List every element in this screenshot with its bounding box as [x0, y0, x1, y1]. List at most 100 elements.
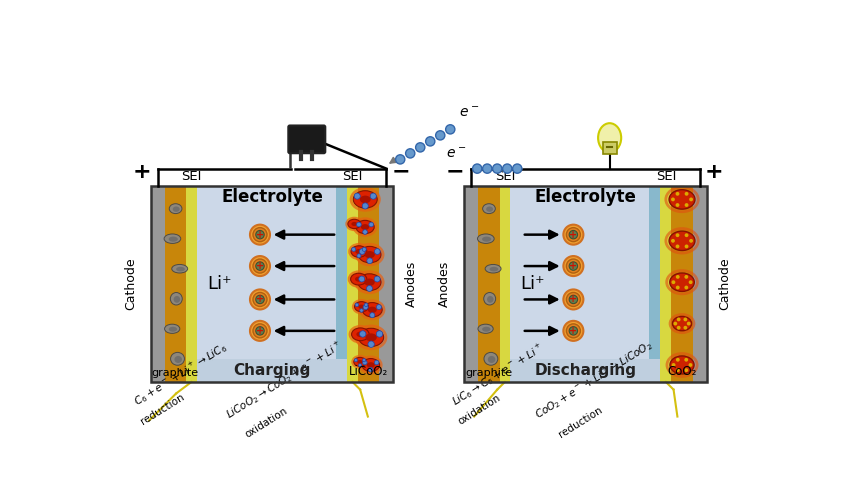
Circle shape [362, 203, 368, 209]
Ellipse shape [361, 224, 369, 230]
Ellipse shape [486, 206, 493, 212]
FancyBboxPatch shape [649, 186, 660, 382]
FancyBboxPatch shape [672, 186, 693, 382]
Text: oxidation: oxidation [243, 406, 289, 440]
Ellipse shape [359, 329, 383, 346]
Circle shape [374, 276, 380, 282]
FancyBboxPatch shape [500, 186, 510, 382]
Ellipse shape [173, 206, 179, 212]
Circle shape [377, 331, 382, 337]
Text: Charging: Charging [233, 363, 311, 378]
Text: Discharging: Discharging [535, 363, 637, 378]
Circle shape [676, 192, 679, 196]
Text: +: + [256, 326, 264, 336]
Text: −: − [445, 162, 464, 182]
Circle shape [359, 364, 361, 367]
Circle shape [363, 359, 366, 362]
Circle shape [253, 324, 267, 338]
Circle shape [671, 239, 675, 243]
Circle shape [687, 322, 691, 326]
Ellipse shape [670, 273, 694, 291]
Circle shape [672, 280, 676, 284]
Circle shape [684, 358, 688, 362]
Circle shape [377, 305, 382, 310]
Circle shape [354, 359, 358, 362]
FancyBboxPatch shape [336, 186, 347, 382]
FancyBboxPatch shape [660, 186, 672, 382]
Circle shape [256, 262, 264, 270]
Circle shape [684, 368, 688, 372]
Circle shape [357, 254, 361, 258]
Ellipse shape [169, 327, 177, 332]
FancyBboxPatch shape [379, 186, 394, 382]
Ellipse shape [170, 292, 182, 305]
Text: SEI: SEI [655, 170, 676, 183]
Circle shape [365, 303, 368, 307]
Text: $LiCoO_2\rightarrow CoO_2+e^-+Li^+$: $LiCoO_2\rightarrow CoO_2+e^-+Li^+$ [224, 338, 345, 422]
Ellipse shape [356, 220, 374, 234]
Circle shape [566, 292, 581, 306]
Text: +: + [570, 294, 577, 304]
Circle shape [362, 247, 366, 251]
Circle shape [426, 137, 435, 146]
Circle shape [363, 230, 367, 234]
Circle shape [355, 303, 359, 307]
Ellipse shape [351, 246, 367, 257]
Text: +: + [256, 294, 264, 304]
Circle shape [689, 198, 693, 202]
Ellipse shape [360, 196, 371, 203]
Ellipse shape [352, 328, 369, 341]
Circle shape [676, 245, 679, 248]
Ellipse shape [366, 362, 375, 368]
Circle shape [564, 321, 583, 341]
Text: CoO₂: CoO₂ [667, 365, 697, 378]
FancyBboxPatch shape [464, 186, 478, 382]
FancyBboxPatch shape [197, 186, 347, 382]
FancyBboxPatch shape [288, 125, 326, 153]
Ellipse shape [354, 302, 368, 312]
FancyBboxPatch shape [510, 186, 660, 382]
Circle shape [445, 124, 455, 134]
Ellipse shape [672, 316, 692, 331]
Text: Cathode: Cathode [124, 257, 137, 310]
Circle shape [566, 259, 581, 273]
FancyBboxPatch shape [197, 359, 347, 382]
Ellipse shape [362, 302, 382, 317]
Circle shape [566, 228, 581, 242]
Circle shape [256, 327, 264, 335]
Text: Anodes: Anodes [405, 261, 418, 307]
Ellipse shape [359, 247, 381, 263]
Circle shape [677, 326, 681, 329]
Circle shape [250, 256, 270, 276]
FancyBboxPatch shape [510, 359, 660, 382]
Ellipse shape [362, 359, 380, 371]
Text: oxidation: oxidation [456, 393, 502, 427]
Circle shape [354, 193, 360, 199]
Circle shape [369, 368, 373, 372]
Text: +: + [570, 261, 577, 271]
FancyBboxPatch shape [150, 186, 165, 382]
Ellipse shape [669, 190, 695, 209]
Ellipse shape [355, 277, 362, 282]
Text: +: + [570, 230, 577, 240]
Ellipse shape [490, 267, 498, 272]
FancyBboxPatch shape [186, 186, 197, 382]
Circle shape [363, 305, 368, 310]
Circle shape [676, 233, 679, 237]
Ellipse shape [365, 251, 375, 258]
Ellipse shape [482, 237, 491, 242]
Text: +: + [705, 162, 723, 182]
Text: SEI: SEI [343, 170, 363, 183]
Circle shape [676, 203, 679, 207]
Text: $e^-$: $e^-$ [446, 147, 467, 161]
Text: −: − [392, 162, 411, 182]
Circle shape [570, 295, 578, 304]
Ellipse shape [354, 357, 366, 367]
Circle shape [676, 275, 680, 279]
Ellipse shape [356, 331, 365, 337]
Circle shape [256, 230, 264, 239]
Circle shape [683, 326, 688, 329]
Circle shape [684, 233, 688, 237]
Circle shape [374, 248, 380, 254]
Circle shape [253, 259, 267, 273]
